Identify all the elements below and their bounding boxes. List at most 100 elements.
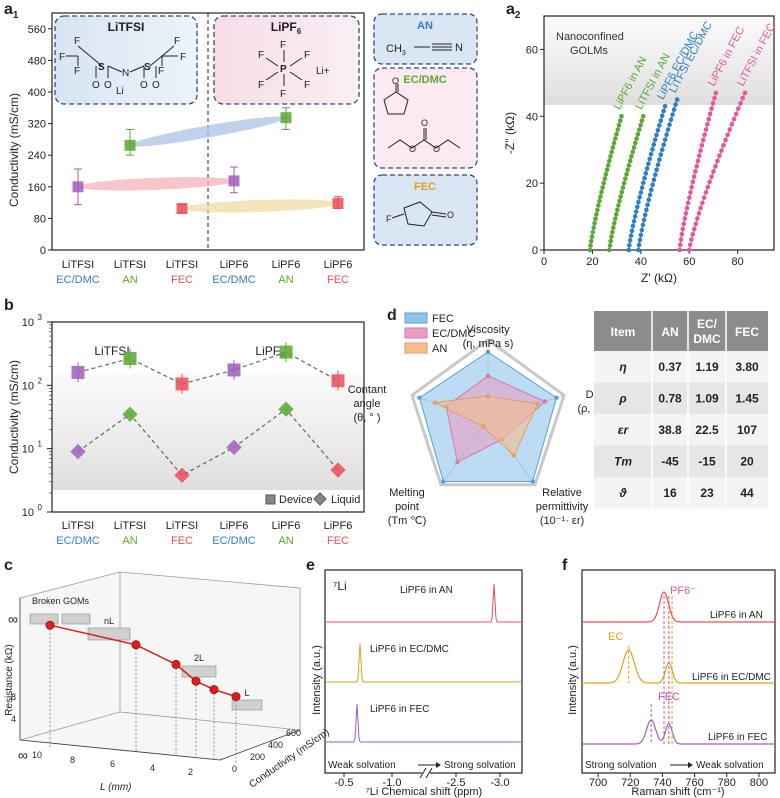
c-data-point [131, 640, 141, 650]
a2-curve-point [611, 140, 617, 146]
a1-trend-band [181, 199, 339, 213]
a2-curve-point [733, 111, 739, 117]
a2-curve-point [648, 151, 654, 157]
a1-category-line2: FEC [327, 274, 349, 286]
a1-trend-band [77, 177, 235, 191]
d-table-row [594, 445, 768, 477]
d-table-cell: 1.09 [695, 392, 719, 406]
a2-annotation-1: Nanoconfined [556, 31, 624, 43]
b-series-line [77, 351, 339, 385]
a2-curve-point [647, 156, 653, 162]
svg-text:O: O [421, 118, 428, 128]
a2-curve-point [640, 113, 646, 119]
svg-text:F: F [304, 50, 310, 61]
nitrile-bond-icon [414, 43, 452, 51]
d-table-cell: 16 [663, 486, 677, 500]
a1-ytick-label: 240 [28, 150, 46, 162]
a2-curve-point [654, 167, 659, 173]
a2-axes: 0 20 40 60 80 0 20 40 60 Z' (kΩ) -Z'' (kΩ) [503, 44, 744, 285]
a2-ytick-label: 60 [526, 44, 538, 56]
a2-curve-point [689, 184, 694, 190]
e-nucleus: ⁷Li [333, 579, 347, 593]
a2-curve-point [595, 207, 600, 213]
a2-curve-point [707, 179, 712, 185]
f-xtick-label: 720 [621, 777, 639, 789]
d-table-cell: εr [618, 423, 630, 437]
a1-category-line1: LiTFSI [114, 259, 146, 271]
a2-curve-point [713, 163, 718, 169]
b-ytick-exp: 3 [38, 313, 43, 322]
a2-curve-point [626, 163, 632, 168]
a2-curve-point [637, 237, 643, 243]
d-radar-area [432, 395, 539, 457]
svg-text:2: 2 [188, 767, 193, 777]
a2-curve-point [627, 242, 632, 248]
a2-xtick-label: 80 [732, 256, 744, 268]
a2-curve-point [709, 106, 714, 111]
d-table-cell: -45 [661, 455, 679, 469]
a2-curve-point [701, 195, 707, 200]
f-xtick-label: 740 [653, 777, 671, 789]
svg-text:4: 4 [11, 714, 16, 724]
svg-text:Viscosity: Viscosity [466, 324, 510, 336]
svg-text:F: F [74, 36, 80, 47]
b-ytick-exp: 1 [38, 440, 43, 449]
a2-curve-point [633, 209, 639, 214]
a2-curve-point [617, 118, 623, 124]
b-category-line2: AN [122, 535, 137, 547]
a2-curve-point [616, 203, 621, 208]
f-xtick-label: 700 [589, 777, 607, 789]
a1-category-line2: EC/DMC [56, 274, 99, 286]
svg-text:F: F [74, 66, 80, 77]
a2-curve-point [635, 131, 641, 137]
svg-text:F: F [258, 50, 264, 61]
a2-plot-frame [543, 15, 775, 251]
a2-curve-line [679, 92, 717, 251]
a2-curve-point [698, 148, 703, 153]
svg-text:F: F [280, 89, 286, 100]
a2-xtick-label: 20 [586, 256, 598, 268]
e-axis-break [422, 768, 430, 778]
c-data-point [231, 692, 241, 702]
e-plot-frame [324, 569, 523, 774]
a2-curve-point [655, 127, 661, 133]
a1-data-point [228, 175, 240, 187]
a2-curve-point [715, 158, 720, 164]
f-raman-trace [582, 719, 775, 745]
a2-curve-point [617, 198, 622, 204]
a2-curve-point [635, 204, 640, 210]
a1-ytick-label: 320 [28, 119, 46, 131]
a2-curve-point [736, 106, 741, 111]
svg-text:permittivity: permittivity [536, 501, 589, 513]
c-data-point [209, 685, 219, 695]
d-radar-vertex [455, 459, 460, 465]
a2-curve-point [662, 137, 668, 142]
d-radar-vertex [441, 479, 446, 484]
a2-curve-point [674, 97, 680, 102]
a2-curve-point [738, 101, 743, 106]
a2-curve-point [630, 223, 636, 229]
a2-y-label: -Z'' (kΩ) [503, 112, 517, 154]
b-category-line1: LiTFSI [62, 520, 94, 532]
e-x-axis: -0.5 -1.0 -2.5 -3.0 [335, 767, 509, 789]
panel-a1: a1 Conductivity (mS/cm) 0 80 160 240 320 400 4… [4, 1, 478, 286]
f-xtick-label: 800 [750, 777, 768, 789]
panel-b-label: b [4, 297, 14, 314]
d-radar-vertex [485, 349, 491, 355]
a2-curve-point [607, 247, 612, 253]
a2-curve-point [662, 103, 668, 109]
svg-text:N: N [122, 68, 129, 79]
d-property-table: Item AN EC/DMC FEC η 0.37 1.19 3.80 ρ 0.78 1.09 1.4… [594, 311, 768, 509]
a2-curve-point [695, 216, 700, 221]
d-table-cell: 3.80 [735, 360, 759, 374]
b-liquid-point [330, 462, 346, 478]
a2-ytick-label: 0 [532, 245, 538, 257]
a2-curve-point [671, 107, 677, 112]
d-table-cell: 1.45 [735, 392, 759, 406]
a2-curve-point [686, 195, 692, 200]
f-y-label: Intensity (a.u.) [567, 645, 579, 715]
a2-curve-point [650, 147, 655, 152]
a2-xtick-label: 60 [683, 256, 695, 268]
solvent-ecdmc-box: EC/DMC O O O O [373, 67, 478, 169]
a2-curve-point [659, 147, 665, 153]
